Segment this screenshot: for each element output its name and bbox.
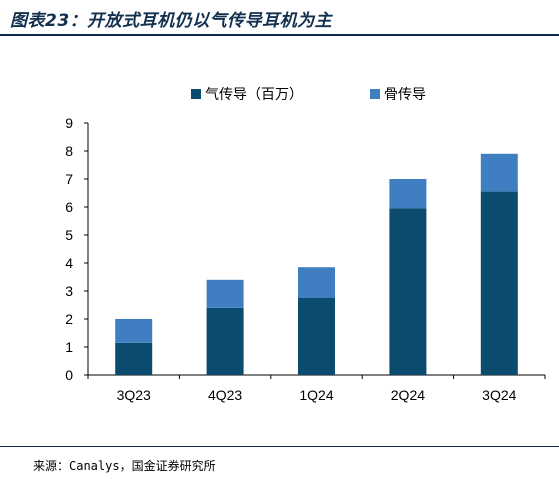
bar-bone-conduction (115, 319, 153, 343)
chart-axes: 0 1 2 3 4 5 6 7 8 9 3Q23 4Q23 1Q24 2Q24 3Q24 (65, 115, 546, 403)
bar-bone-conduction (480, 153, 518, 192)
y-tick-label: 8 (65, 143, 73, 159)
bar-bone-conduction (206, 279, 244, 308)
bar-bone-conduction (298, 267, 335, 298)
legend-swatch-bone-conduction (370, 89, 380, 99)
figure-title: 图表23：开放式耳机仍以气传导耳机为主 (10, 11, 333, 31)
y-tick-label: 4 (65, 255, 73, 271)
chart-legend: 气传导（百万） 骨传导 (191, 87, 426, 103)
source-divider (0, 446, 559, 447)
y-tick-label: 2 (65, 311, 73, 327)
y-tick-label: 1 (65, 339, 73, 355)
y-tick-label: 9 (65, 115, 73, 131)
legend-label-air-conduction: 气传导（百万） (205, 87, 303, 103)
title-divider (0, 34, 559, 36)
bar-air-conduction (206, 307, 244, 375)
y-tick-label: 3 (65, 283, 73, 299)
x-tick-label: 4Q23 (208, 387, 242, 403)
source-note: 来源：Canalys，国金证券研究所 (33, 459, 216, 473)
bar-air-conduction (389, 208, 427, 375)
y-tick-label: 7 (65, 171, 73, 187)
bar-air-conduction (298, 298, 335, 375)
bar-air-conduction (480, 191, 518, 375)
x-tick-label: 1Q24 (299, 387, 333, 403)
legend-swatch-air-conduction (191, 89, 201, 99)
bar-air-conduction (115, 342, 153, 375)
x-tick-label: 2Q24 (391, 387, 425, 403)
legend-label-bone-conduction: 骨传导 (384, 87, 426, 103)
y-tick-label: 5 (65, 227, 73, 243)
y-tick-label: 0 (65, 367, 73, 383)
x-tick-label: 3Q23 (117, 387, 151, 403)
bar-bone-conduction (389, 179, 427, 209)
y-tick-label: 6 (65, 199, 73, 215)
chart-bars (115, 153, 518, 375)
x-tick-label: 3Q24 (482, 387, 516, 403)
